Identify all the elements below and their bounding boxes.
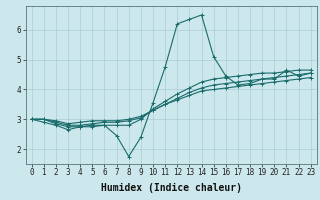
- X-axis label: Humidex (Indice chaleur): Humidex (Indice chaleur): [101, 183, 242, 193]
